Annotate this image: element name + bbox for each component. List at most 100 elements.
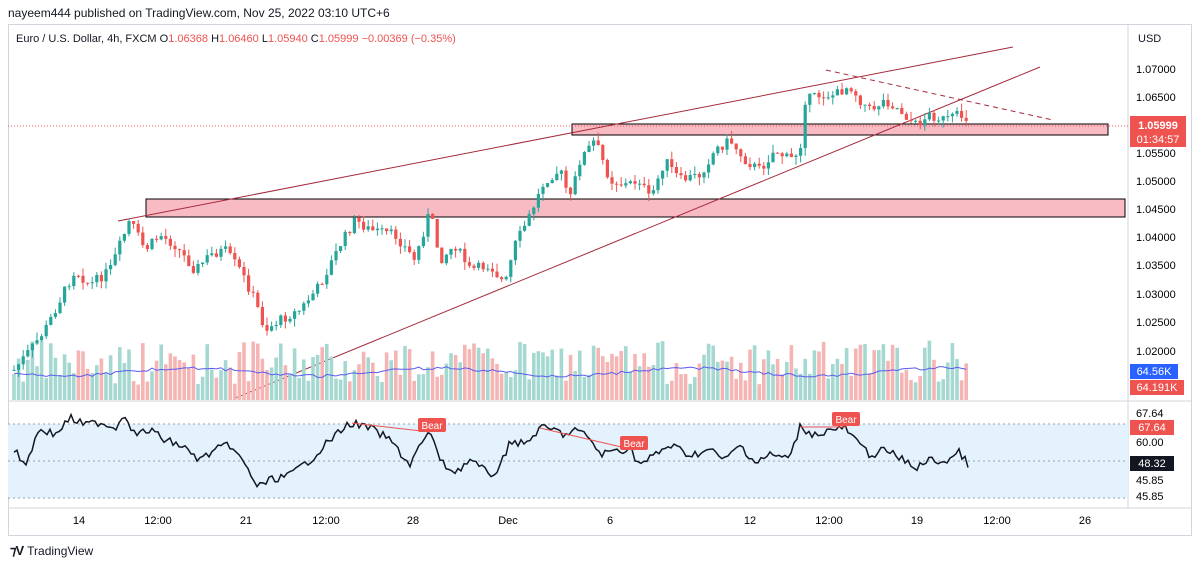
candle-body — [26, 350, 30, 357]
volume-value: 64.56K — [1137, 366, 1173, 378]
volume-bar — [518, 342, 522, 400]
volume-bar — [154, 360, 159, 400]
volume-bar — [113, 383, 117, 400]
volume-bar — [665, 383, 669, 400]
volume-bar — [26, 359, 30, 400]
candle-body — [527, 214, 531, 226]
price-axis-ticks[interactable]: 1.07000 1.06500 1.05500 1.05000 1.04500 … — [1136, 64, 1176, 358]
volume-ma-badge: 64.191K — [1130, 380, 1184, 395]
rsi-current-badge: 48.32 — [1130, 456, 1174, 471]
resistance-zone[interactable] — [571, 123, 1109, 136]
volume-bar — [633, 353, 637, 400]
rsi-axis[interactable]: 67.64 60.00 45.85 45.85 — [1136, 408, 1164, 503]
candle-body — [228, 246, 232, 253]
volume-bar — [108, 355, 113, 400]
candle-body — [21, 356, 25, 365]
volume-bar — [918, 375, 922, 400]
volume-bar — [886, 360, 890, 400]
volume-bar — [647, 366, 651, 400]
candle-body — [651, 190, 655, 194]
volume-bar — [343, 361, 347, 400]
close-value: 1.05999 — [318, 33, 359, 45]
time-label: 19 — [911, 515, 923, 527]
volume-bar — [421, 374, 426, 400]
volume-ma-value: 64.191K — [1137, 382, 1179, 394]
volume-bar — [950, 343, 955, 400]
candle-body — [136, 223, 140, 233]
candle-body — [288, 318, 292, 322]
candle-body — [720, 146, 724, 150]
time-label: 12:00 — [312, 515, 340, 527]
candle-body — [270, 326, 274, 331]
open-value: 1.06368 — [168, 33, 208, 45]
rsi-tick: 67.64 — [1136, 408, 1164, 420]
volume-bar — [766, 350, 771, 400]
candle-body — [58, 302, 62, 314]
support-zone[interactable] — [145, 198, 1126, 218]
candle-body — [808, 93, 812, 105]
volume-bar — [610, 353, 614, 400]
candle-body — [398, 238, 402, 247]
candle-body — [688, 175, 692, 181]
candle-body — [311, 293, 315, 301]
tradingview-logo-icon: ⁊V — [10, 543, 24, 558]
bear-signal[interactable]: Bear — [832, 412, 860, 426]
candle-body — [762, 165, 766, 169]
volume-bar — [729, 356, 734, 400]
volume-bar — [141, 343, 145, 400]
candle-body — [518, 230, 522, 241]
candle-body — [628, 181, 632, 184]
bear-signal[interactable]: Bear — [620, 436, 648, 450]
candle-body — [615, 183, 619, 185]
volume-bar — [223, 360, 228, 400]
price-tick: 1.07000 — [1136, 64, 1176, 76]
bear-label: Bear — [835, 415, 857, 426]
volume-bar — [12, 374, 16, 400]
candle-body — [573, 176, 577, 195]
candle-body — [661, 170, 665, 179]
volume-bar — [587, 374, 591, 400]
candle-body — [426, 214, 430, 237]
candle-body — [458, 248, 462, 251]
volume-bar — [136, 384, 140, 400]
volume-bar — [292, 348, 297, 400]
candle-body — [339, 246, 343, 251]
volume-bar — [490, 358, 495, 400]
candle-body — [463, 248, 467, 263]
volume-bar — [338, 379, 343, 400]
price-tick: 1.03000 — [1136, 289, 1176, 301]
candle-body — [435, 218, 439, 248]
volume-bar — [122, 363, 127, 400]
candle-body — [334, 250, 338, 261]
brand-footer[interactable]: ⁊V TradingView — [10, 542, 93, 560]
candle-body — [854, 91, 858, 96]
volume-bar — [21, 381, 25, 400]
candle-body — [127, 221, 131, 234]
candle-body — [325, 274, 329, 285]
lower-trendline[interactable] — [232, 66, 1041, 400]
price-tick: 1.04000 — [1136, 232, 1176, 244]
publish-info: nayeem444 published on TradingView.com, … — [8, 6, 390, 20]
volume-bar — [430, 351, 435, 400]
candle-body — [684, 175, 688, 181]
volume-bar — [932, 359, 936, 400]
candle-body — [707, 164, 711, 173]
volume-bar — [826, 378, 830, 400]
time-axis[interactable]: 14 12:00 21 12:00 28 Dec 6 12 12:00 19 1… — [73, 515, 1091, 527]
dashed-trendline[interactable] — [825, 69, 1054, 121]
volume-bar — [748, 349, 752, 400]
price-tick: 1.02000 — [1136, 346, 1176, 358]
symbol-title[interactable]: Euro / U.S. Dollar, 4h, FXCM — [16, 33, 157, 45]
candle-body — [937, 120, 941, 122]
bear-label: Bear — [623, 439, 645, 450]
candle-body — [587, 145, 591, 153]
candle-body — [546, 183, 550, 187]
candle-body — [748, 164, 752, 168]
candle-body — [297, 310, 301, 312]
candle-body — [385, 228, 389, 232]
bear-signal[interactable]: Bear — [418, 418, 446, 432]
upper-trendline[interactable] — [117, 46, 1014, 222]
candle-body — [219, 248, 223, 257]
candle-body — [679, 173, 683, 176]
